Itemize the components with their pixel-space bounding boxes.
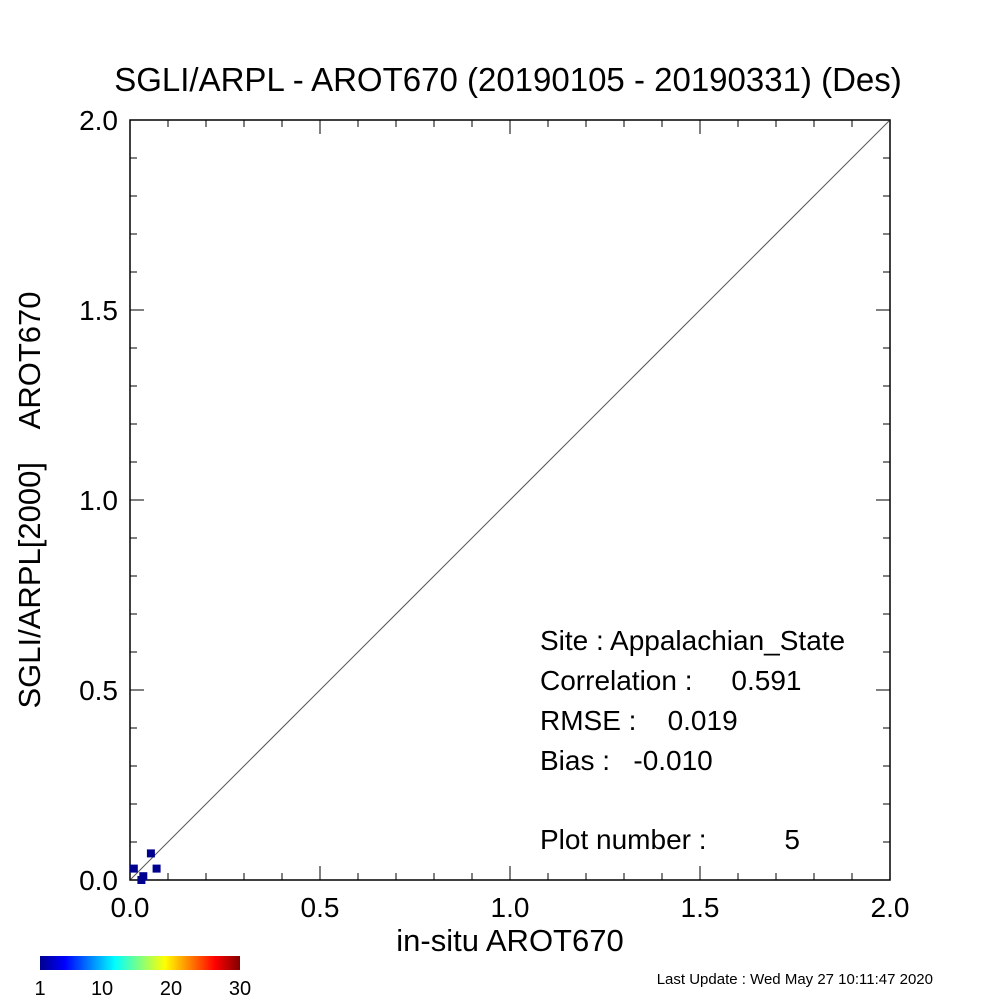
one-to-one-line bbox=[129, 119, 891, 881]
data-point bbox=[152, 864, 161, 873]
chart-title: SGLI/ARPL - AROT670 (20190105 - 20190331… bbox=[114, 61, 902, 98]
stats-correlation: Correlation : 0.591 bbox=[540, 665, 801, 696]
stats-bias: Bias : -0.010 bbox=[540, 745, 713, 776]
data-point bbox=[146, 849, 155, 858]
last-update-text: Last Update : Wed May 27 10:11:47 2020 bbox=[657, 971, 933, 988]
y-tick-label: 2.0 bbox=[79, 105, 118, 136]
x-tick-label: 0.5 bbox=[301, 892, 340, 923]
x-tick-label: 0.0 bbox=[111, 892, 150, 923]
stats-rmse: RMSE : 0.019 bbox=[540, 705, 738, 736]
data-point bbox=[137, 876, 146, 884]
y-axis-label: SGLI/ARPL[2000] AROT670 bbox=[12, 291, 47, 708]
stats-site: Site : Appalachian_State bbox=[540, 625, 845, 656]
y-tick-label: 0.0 bbox=[79, 865, 118, 896]
plot-area bbox=[129, 119, 891, 884]
x-tick-labels: 0.0 0.5 1.0 1.5 2.0 bbox=[111, 892, 910, 923]
colorbar-tick-label: 10 bbox=[91, 978, 113, 1000]
data-points bbox=[129, 849, 161, 884]
y-tick-label: 1.5 bbox=[79, 295, 118, 326]
x-tick-label: 1.0 bbox=[491, 892, 530, 923]
colorbar-tick-label: 1 bbox=[34, 978, 45, 1000]
x-tick-label: 1.5 bbox=[681, 892, 720, 923]
colorbar bbox=[40, 956, 240, 970]
colorbar-tick-label: 30 bbox=[229, 978, 251, 1000]
y-tick-label: 0.5 bbox=[79, 675, 118, 706]
y-tick-label: 1.0 bbox=[79, 485, 118, 516]
colorbar-labels: 1 10 20 30 bbox=[34, 978, 251, 1000]
data-point bbox=[129, 864, 138, 873]
y-tick-labels: 0.0 0.5 1.0 1.5 2.0 bbox=[79, 105, 118, 896]
axis-ticks bbox=[129, 119, 891, 881]
stats-plot-number: Plot number : 5 bbox=[540, 824, 800, 855]
x-tick-label: 2.0 bbox=[871, 892, 910, 923]
stats-box: Site : Appalachian_State Correlation : 0… bbox=[540, 625, 845, 855]
x-axis-label: in-situ AROT670 bbox=[396, 923, 623, 958]
colorbar-tick-label: 20 bbox=[160, 978, 182, 1000]
